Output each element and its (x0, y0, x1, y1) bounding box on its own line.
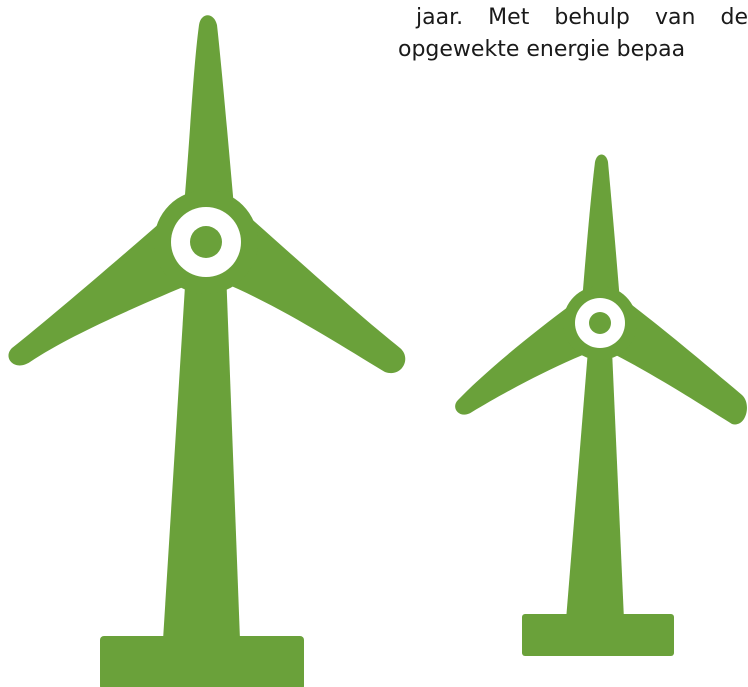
text-line-1: jaar. Met behulp van de (416, 5, 748, 30)
text-line-2: opgewekte energie bepaa (398, 37, 686, 62)
text-fragment: jaar. Met behulp van de opgewekte energi… (398, 2, 748, 66)
small-wind-turbine (455, 154, 747, 656)
large-turbine-base (100, 636, 304, 687)
small-turbine-blade-left (455, 304, 590, 415)
large-turbine-hub-center (190, 226, 222, 258)
large-wind-turbine (8, 15, 406, 687)
small-turbine-blade-top (582, 154, 620, 302)
large-turbine-blade-top (183, 15, 235, 218)
small-turbine-tower (566, 350, 624, 620)
large-turbine-blade-left (8, 216, 195, 366)
large-turbine-blade-right (222, 214, 406, 374)
small-turbine-blade-right (610, 302, 747, 425)
large-turbine-tower (163, 270, 240, 640)
small-turbine-hub-center (589, 312, 611, 334)
small-turbine-base (522, 614, 674, 656)
